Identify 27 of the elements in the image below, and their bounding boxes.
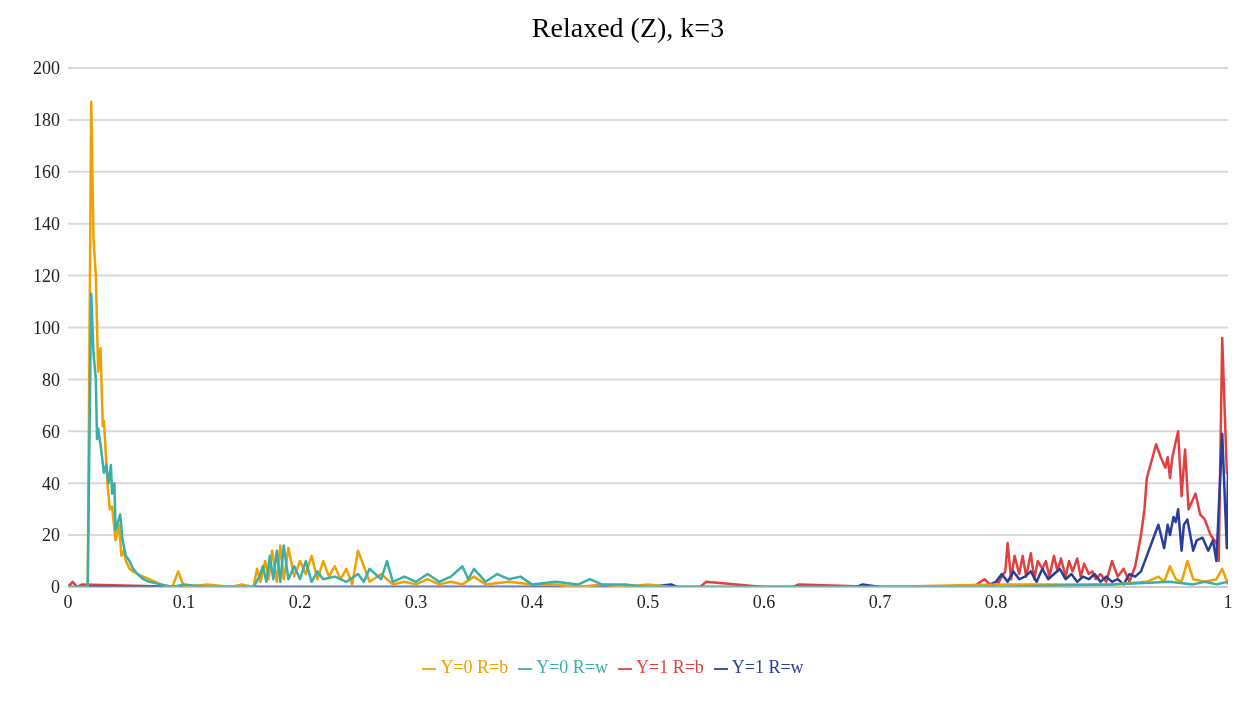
legend-label: Y=0 R=w	[536, 657, 608, 677]
y-tick-label: 120	[33, 265, 60, 286]
x-tick-label: 0.5	[636, 591, 660, 612]
y-tick-label: 40	[42, 473, 60, 494]
legend-label: Y=0 R=b	[440, 657, 509, 677]
y-tick-label: 180	[33, 110, 60, 131]
y-tick-label: 0	[51, 577, 60, 598]
x-tick-label: 0.3	[404, 591, 428, 612]
x-tick-label: 1	[1223, 591, 1233, 612]
y-tick-label: 60	[42, 421, 60, 442]
y-tick-label: 20	[42, 525, 60, 546]
x-tick-label: 0	[63, 591, 73, 612]
y-tick-label: 100	[33, 317, 60, 338]
x-tick-label: 0.1	[172, 591, 196, 612]
x-tick-label: 0.9	[1100, 591, 1124, 612]
y-tick-label: 160	[33, 162, 60, 183]
x-tick-label: 0.2	[288, 591, 312, 612]
x-tick-label: 0.6	[752, 591, 776, 612]
x-tick-label: 0.4	[520, 591, 544, 612]
x-tick-label: 0.8	[984, 591, 1008, 612]
x-tick-label: 0.7	[868, 591, 892, 612]
y-tick-label: 140	[33, 214, 60, 235]
y-tick-label: 80	[42, 369, 60, 390]
legend-label: Y=1 R=b	[636, 657, 704, 677]
legend-label: Y=1 R=w	[731, 657, 804, 677]
y-tick-label: 200	[33, 58, 60, 79]
chart-title: Relaxed (Z), k=3	[530, 11, 726, 45]
